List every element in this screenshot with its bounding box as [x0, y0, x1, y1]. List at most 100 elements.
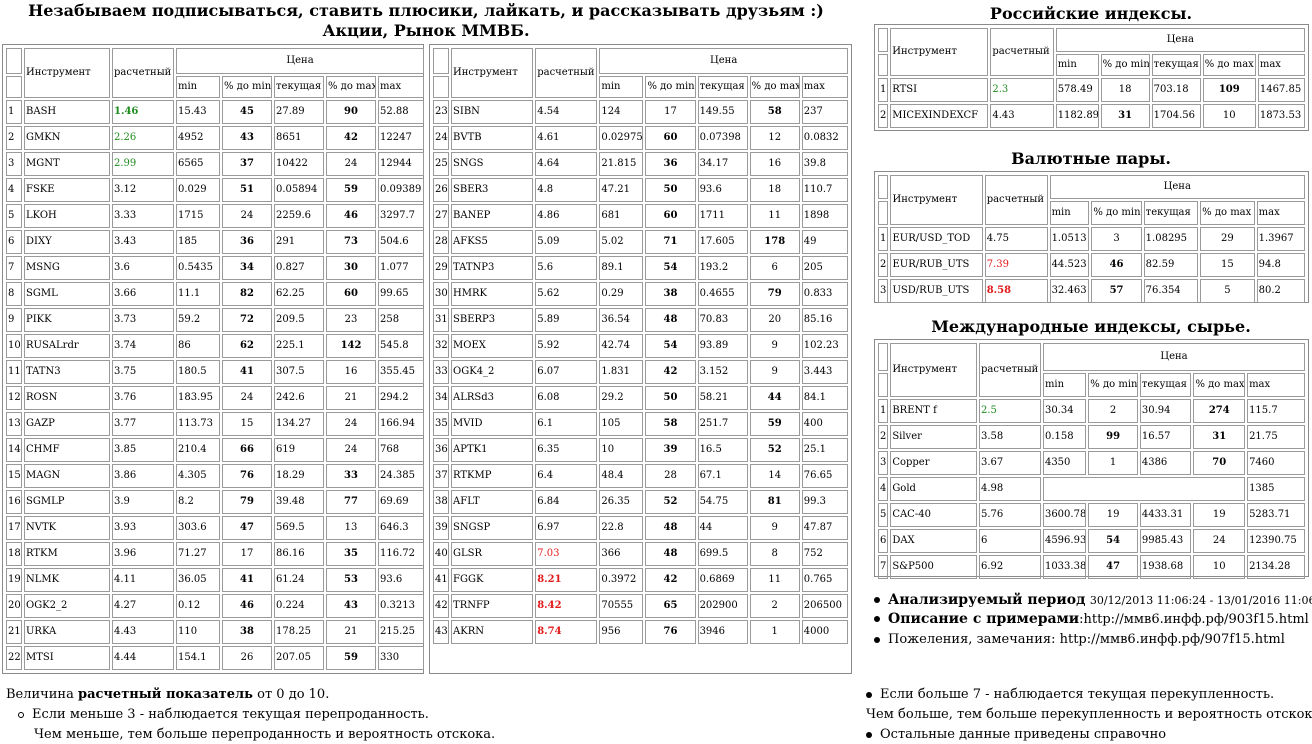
header-number	[433, 76, 450, 98]
min-value: 8.2	[176, 490, 220, 514]
current-value: 54.75	[697, 490, 748, 514]
current-value: 8651	[274, 126, 324, 150]
calc-value: 5.62	[535, 282, 598, 306]
row-number: 26	[433, 178, 450, 202]
max-value: 5283.71	[1247, 503, 1305, 527]
instrument-name: RTSI	[890, 78, 989, 102]
calc-value: 6.08	[535, 386, 598, 410]
max-value: 49	[801, 230, 848, 254]
pct-to-min: 54	[645, 256, 696, 280]
calc-value: 3.77	[112, 412, 174, 436]
max-value: 0.3213	[378, 594, 425, 618]
min-value: 105	[599, 412, 644, 436]
min-value: 681	[599, 204, 644, 228]
max-value: 21.75	[1247, 425, 1305, 449]
pct-to-max: 1	[749, 620, 800, 644]
max-value: 24.385	[378, 464, 425, 488]
pct-to-max: 70	[1193, 451, 1246, 475]
table-row: 2 Silver 3.58 0.158 99 16.57 31 21.75	[878, 425, 1305, 449]
max-value: 215.25	[378, 620, 425, 644]
pct-to-max: 142	[326, 334, 376, 358]
current-value: 18.29	[274, 464, 324, 488]
pct-to-max: 42	[326, 126, 376, 150]
calc-value: 3.86	[112, 464, 174, 488]
instrument-name: MGNT	[24, 152, 110, 176]
current-value: 34.17	[697, 152, 748, 176]
table-row: 4 Gold 4.98 1385	[878, 477, 1305, 501]
max-value: 330	[378, 646, 425, 670]
instrument-name: RTKMP	[451, 464, 534, 488]
min-value: 36.54	[599, 308, 644, 332]
table-row: 3 Copper 3.67 4350 1 4386 70 7460	[878, 451, 1305, 475]
header-max: max	[1247, 373, 1305, 397]
header-instrument: Инструмент	[451, 48, 534, 98]
current-value: 3946	[697, 620, 748, 644]
table-row: 10 RUSALrdr 3.74 86 62 225.1 142 545.8	[6, 334, 425, 358]
pct-to-max: 59	[749, 412, 800, 436]
calc-value: 8.42	[535, 594, 598, 618]
min-value: 3600.78	[1042, 503, 1087, 527]
table-row: 5 CAC-40 5.76 3600.78 19 4433.31 19 5283.71	[878, 503, 1305, 527]
max-value: 355.45	[378, 360, 425, 384]
current-value: 4386	[1139, 451, 1192, 475]
min-value: 4596.93	[1042, 529, 1087, 553]
bullet-icon	[874, 616, 880, 622]
header-pct-min: % до min	[645, 76, 696, 98]
row-number: 34	[433, 386, 450, 410]
max-value: 545.8	[378, 334, 425, 358]
pct-to-max: 31	[1193, 425, 1246, 449]
current-value: 76.354	[1143, 279, 1199, 303]
table-row: 2 MICEXINDEXCF 4.43 1182.89 31 1704.56 10 1873.…	[878, 104, 1305, 128]
row-number: 35	[433, 412, 450, 436]
wishes-note[interactable]: Пожеления, замечания: http://ммв6.инфф.р…	[874, 632, 1285, 647]
pct-to-min: 41	[222, 360, 272, 384]
table-row: 29 TATNP3 5.6 89.1 54 193.2 6 205	[433, 256, 848, 280]
instrument-name: SIBN	[451, 100, 534, 124]
calc-value: 4.86	[535, 204, 598, 228]
instrument-name: GLSR	[451, 542, 534, 566]
table-row: 22 MTSI 4.44 154.1 26 207.05 59 330	[6, 646, 425, 670]
pct-to-max: 30	[326, 256, 376, 280]
min-value: 0.5435	[176, 256, 220, 280]
row-number: 21	[6, 620, 22, 644]
min-value: 110	[176, 620, 220, 644]
row-number: 29	[433, 256, 450, 280]
calc-value: 2.26	[112, 126, 174, 150]
max-value: 258	[378, 308, 425, 332]
current-value: 82.59	[1143, 253, 1199, 277]
table-row: 2 EUR/RUB_UTS 7.39 44.523 46 82.59 15 94.8	[878, 253, 1305, 277]
min-value: 183.95	[176, 386, 220, 410]
current-value: 569.5	[274, 516, 324, 540]
table-row: 6 DIXY 3.43 185 36 291 73 504.6	[6, 230, 425, 254]
intl-title: Международные индексы, сырье.	[931, 317, 1251, 336]
max-value: 12390.75	[1247, 529, 1305, 553]
header-min: min	[1042, 373, 1087, 397]
instrument-name: HMRK	[451, 282, 534, 306]
header-instrument: Инструмент	[890, 343, 978, 397]
description-note[interactable]: Описание с примерами:http://ммв6.инфф.рф…	[874, 611, 1309, 627]
current-value: 0.4655	[697, 282, 748, 306]
calc-value: 3.96	[112, 542, 174, 566]
header-blank	[878, 175, 889, 199]
header-instrument: Инструмент	[890, 28, 989, 76]
pct-to-max: 60	[326, 282, 376, 306]
min-value: 36.05	[176, 568, 220, 592]
instrument-name: URKA	[24, 620, 110, 644]
min-value: 1.831	[599, 360, 644, 384]
calc-value: 3.66	[112, 282, 174, 306]
current-value: 0.6869	[697, 568, 748, 592]
bullet-icon	[874, 636, 880, 643]
min-value: 44.523	[1049, 253, 1090, 277]
max-value: 1385	[1247, 477, 1305, 501]
calc-value: 6.4	[535, 464, 598, 488]
calc-value: 3.93	[112, 516, 174, 540]
pct-to-max: 19	[1193, 503, 1246, 527]
min-value: 124	[599, 100, 644, 124]
pct-to-max: 73	[326, 230, 376, 254]
instrument-name: APTK1	[451, 438, 534, 462]
header-pct-min: % до min	[222, 76, 272, 98]
row-number: 17	[6, 516, 22, 540]
calc-value: 8.21	[535, 568, 598, 592]
current-value: 2259.6	[274, 204, 324, 228]
